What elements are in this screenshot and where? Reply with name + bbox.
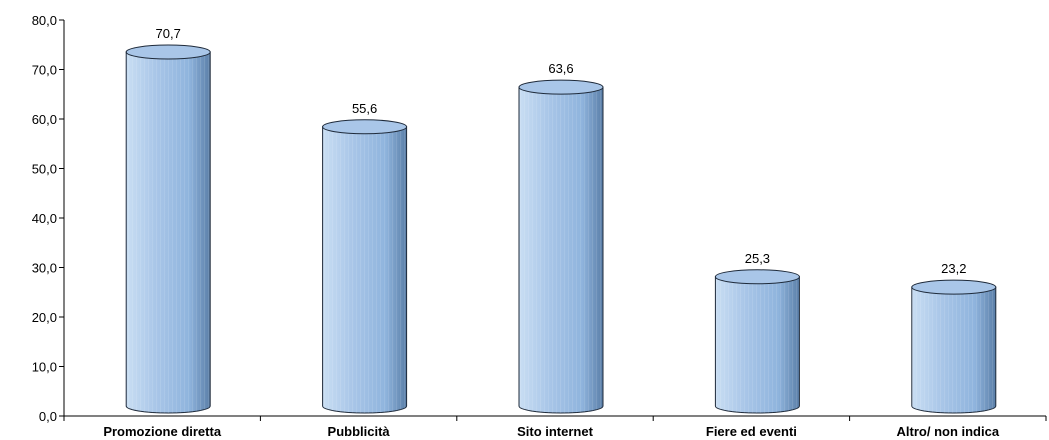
bars [125,44,997,414]
bar-texture [911,287,996,414]
data-labels: 70,7 55,6 63,6 25,3 23,2 [156,26,967,276]
y-tick-label: 80,0 [32,13,57,28]
y-tick-label: 40,0 [32,211,57,226]
bar-texture [715,276,800,414]
x-tick-label: Promozione diretta [103,424,222,439]
y-tick-label: 70,0 [32,63,57,78]
x-tick-label: Sito internet [517,424,594,439]
bar [911,279,997,414]
bar [518,79,604,414]
y-tick-label: 20,0 [32,310,57,325]
bar-top [125,44,211,60]
bar-top [518,79,604,95]
bar-texture [519,87,603,414]
data-label: 55,6 [352,101,377,116]
bar-top [714,269,800,285]
y-tick-label: 0,0 [39,409,57,424]
bar-texture [322,126,407,414]
y-axis: 0,0 10,0 20,0 30,0 40,0 50,0 60,0 70,0 80,0 [32,13,65,424]
y-tick-label: 30,0 [32,261,57,276]
bar-top [911,279,997,295]
x-tick-label: Fiere ed eventi [706,424,797,439]
data-label: 25,3 [745,251,770,266]
bar [322,119,408,414]
data-label: 63,6 [548,61,573,76]
y-tick-label: 10,0 [32,360,57,375]
data-label: 70,7 [156,26,181,41]
x-axis: Promozione diretta Pubblicità Sito interne… [63,415,1047,439]
data-label: 23,2 [941,261,966,276]
y-tick-label: 60,0 [32,112,57,127]
bar [714,269,800,414]
x-tick-label: Pubblicità [328,424,391,439]
bar-texture [126,52,211,413]
y-tick-label: 50,0 [32,162,57,177]
bar [125,44,211,414]
bar-top [322,119,408,135]
x-tick-label: Altro/ non indica [897,424,1000,439]
